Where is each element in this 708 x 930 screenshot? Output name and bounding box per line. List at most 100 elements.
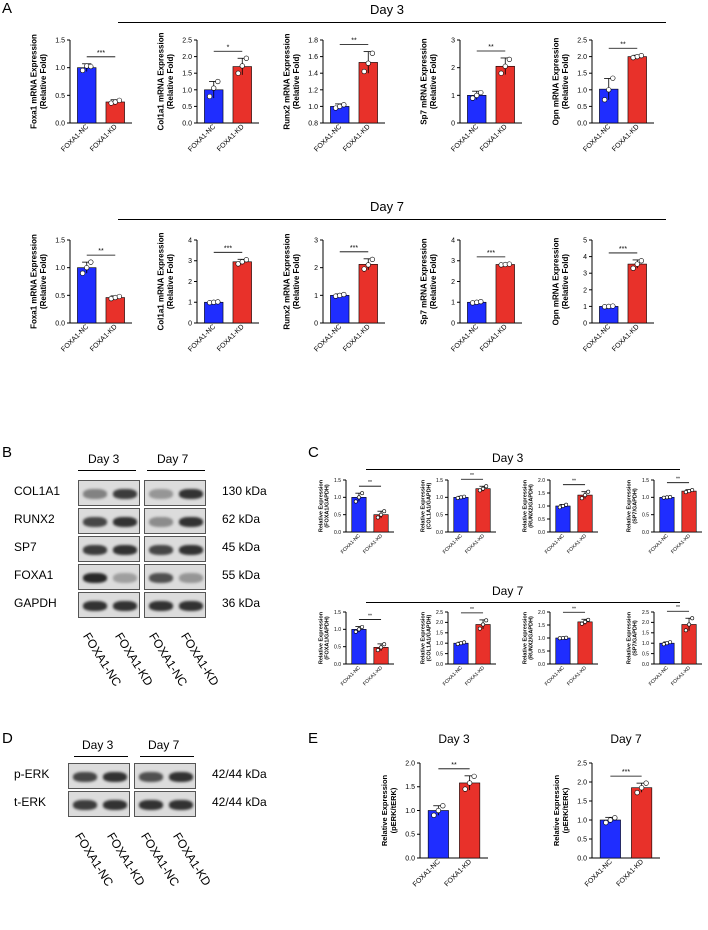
y-tick-label: 2.0 [405,760,415,767]
data-point [687,489,691,494]
data-point [564,635,569,640]
y-tick-label: 2.0 [538,478,545,484]
data-point [239,259,245,265]
y-tick-label: 4 [188,237,192,244]
significance-label: ** [368,480,372,486]
bar-kd [681,490,697,533]
data-point [88,259,94,265]
data-point [462,494,467,499]
chart-a_d3_foxa1: 0.0 0.5 1.0 1.5 Foxa1 mRNA Expression (Relati… [30,34,132,153]
data-point [638,52,644,59]
blot-band [113,544,137,556]
y-tick-label: 1.0 [436,641,443,647]
blot-box [68,791,130,817]
x-tick-label: FOXA1-KD [479,123,509,153]
bar-nc [330,295,350,324]
data-point [357,627,361,632]
x-tick-label: FOXA1-NC [450,123,480,153]
blot-band [149,516,173,528]
data-point [474,92,480,98]
y-axis-label: Sp7 mRNA Expression [420,238,429,325]
significance-label: ** [470,607,474,613]
blot-size-label: 36 kDa [222,596,261,610]
y-axis-label-unit: (Relative Fold) [39,254,48,309]
y-tick-label: 1.5 [538,623,545,629]
x-tick-label: FOXA1-NC [544,665,566,687]
y-axis-label: Relative Expression [318,611,324,664]
data-point [88,63,94,70]
x-tick-label: FOXA1-NC [648,665,670,687]
y-tick-label: 3 [451,258,455,265]
data-point [235,70,241,76]
y-tick-label: 3 [314,237,318,244]
data-point [639,785,645,791]
y-axis-label-unit: (SP7/GAPDH) [633,620,639,656]
y-tick-label: 1.0 [182,87,192,94]
bar-nc [555,637,571,665]
y-tick-label: 1.5 [642,631,649,637]
data-point [481,486,485,491]
data-point [690,616,695,621]
data-point [215,299,221,305]
y-tick-label: 1.5 [436,478,443,484]
y-axis-label-unit: (Relative Fold) [166,54,175,109]
significance-label: ** [676,605,680,611]
chart-c_d3_col1a1: 0.0 0.5 1.0 1.5 Relative Expression (FOXA1/GA… [318,478,394,555]
blot-protein-label: t-ERK [14,795,47,809]
blot-band [139,771,163,783]
blot-protein-label: SP7 [14,540,37,554]
data-point [365,262,371,268]
y-tick-label: 0.0 [538,530,545,536]
bar-kd [105,101,125,124]
data-point [239,63,245,69]
blot-band [83,488,107,500]
bar-nc [599,819,621,859]
data-point [564,502,569,507]
data-point [455,496,460,500]
data-point [607,817,613,823]
y-tick-label: 1.5 [538,491,545,497]
blot-band [179,544,203,556]
y-tick-label: 1.5 [436,631,443,637]
blot-protein-label: p-ERK [14,767,50,781]
y-tick-label: 2 [188,279,192,286]
bar-kd [627,56,647,124]
x-tick-label: FOXA1-NC [60,123,90,153]
data-point [455,642,460,646]
data-point [361,68,367,75]
x-tick-label: FOXA1-KD [89,323,119,353]
blot-box [144,564,206,590]
bar-nc [351,497,367,533]
x-tick-label: FOXA1-NC [442,665,464,687]
y-axis-label-unit: (SP7/GAPDH) [633,488,639,524]
y-axis-label-unit: (Relative Fold) [429,254,438,309]
y-tick-label: 2.0 [538,610,545,616]
blot-protein-label: COL1A1 [14,484,61,498]
y-tick-label: 0.5 [55,93,65,100]
y-tick-label: 0 [451,320,455,327]
data-point [602,97,608,103]
blot-d-day7-label: Day 7 [148,738,180,752]
y-tick-label: 0.5 [436,512,443,518]
data-point [690,488,695,493]
y-tick-label: 1.0 [538,504,545,510]
x-tick-label: FOXA1-KD [362,665,384,687]
x-tick-label: FOXA1-KD [566,665,588,687]
y-tick-label: 4 [451,237,455,244]
y-tick-label: 4 [583,254,587,261]
blot-band [149,600,173,612]
bar-kd [459,782,481,859]
y-tick-label: 3 [188,258,192,265]
x-tick-label: FOXA1-NC [187,323,217,353]
blot-b-day7-label: Day 7 [157,452,189,466]
panel-letter-a: A [2,0,13,17]
data-point [478,89,484,96]
y-axis-label: Relative Expression [380,774,389,846]
y-tick-label: 1.5 [334,610,341,616]
significance-label: *** [619,246,627,253]
data-point [462,786,468,792]
data-point [243,257,249,263]
blot-box [144,536,206,562]
y-axis-label-unit: (Relative Fold) [39,54,48,109]
data-point [484,618,489,623]
